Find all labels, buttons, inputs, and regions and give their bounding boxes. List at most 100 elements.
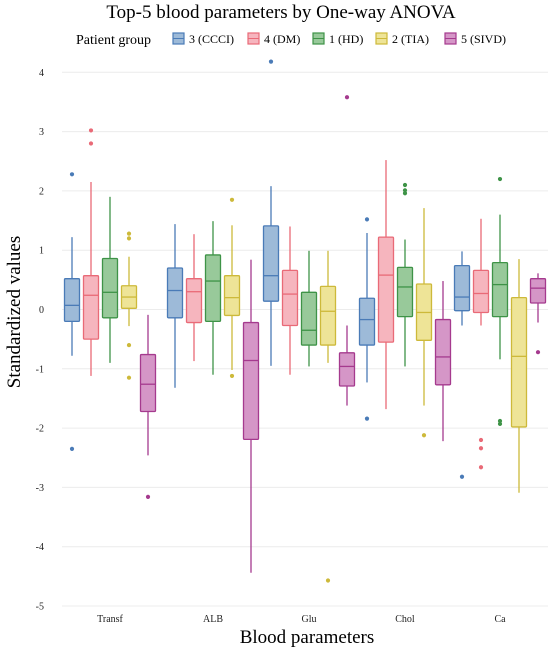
box-groups — [63, 59, 547, 583]
box-3-3 — [415, 208, 433, 438]
box-body — [529, 278, 547, 304]
box-4-1 — [472, 218, 490, 470]
outlier-point — [126, 342, 132, 348]
outlier-point — [145, 494, 151, 499]
outlier-point — [402, 182, 408, 188]
box-body — [472, 269, 490, 314]
chart-title: Top-5 blood parameters by One-way ANOVA — [106, 2, 455, 23]
outlier-point — [364, 416, 370, 421]
legend-label: 4 (DM) — [264, 32, 300, 46]
box-body — [166, 267, 184, 319]
box-4-3 — [510, 259, 528, 493]
outlier-point — [402, 188, 408, 193]
legend-title: Patient group — [76, 33, 151, 48]
box-0-3 — [120, 231, 138, 380]
legend: 3 (CCCI) 4 (DM) 1 (HD) 2 (TIA) 5 (SIVD) — [172, 32, 506, 46]
box-body — [281, 269, 299, 327]
box-body — [300, 291, 318, 346]
box-body — [223, 275, 241, 317]
box-body — [396, 266, 414, 318]
outlier-point — [459, 474, 465, 479]
x-tick-label: Transf — [97, 614, 123, 625]
x-tick-label: ALB — [203, 614, 223, 625]
y-tick-label: -4 — [36, 542, 44, 553]
y-axis-ticks: -5 -4 -3 -2 -1 0 1 2 3 4 — [36, 68, 44, 613]
box-4-2 — [491, 176, 509, 427]
outlier-point — [478, 465, 484, 470]
legend-label: 5 (SIVD) — [461, 32, 506, 46]
box-1-1 — [185, 234, 203, 362]
box-body — [101, 257, 119, 319]
outlier-point — [88, 128, 94, 133]
box-1-4 — [242, 259, 260, 573]
x-axis-ticks: Transf ALB Glu Chol Ca — [97, 614, 506, 625]
outlier-point — [126, 231, 132, 236]
y-axis-title: Standardized values — [4, 236, 25, 388]
legend-label: 3 (CCCI) — [189, 32, 234, 46]
y-tick-label: 4 — [39, 68, 44, 79]
y-tick-label: -5 — [36, 602, 44, 613]
outlier-point — [478, 446, 484, 451]
y-tick-label: 2 — [39, 186, 44, 197]
outlier-point — [478, 437, 484, 443]
box-3-4 — [434, 281, 452, 442]
box-1-2 — [204, 221, 222, 375]
box-body — [377, 236, 395, 343]
box-4-0 — [453, 251, 471, 479]
box-4-4 — [529, 273, 547, 355]
box-body — [338, 352, 356, 387]
outlier-point — [88, 141, 94, 146]
box-1-3 — [223, 197, 241, 379]
box-body — [242, 321, 260, 441]
x-axis-title: Blood parameters — [240, 627, 375, 648]
box-body — [434, 318, 452, 386]
x-tick-label: Glu — [302, 614, 317, 625]
y-tick-label: -3 — [36, 483, 44, 494]
box-0-0 — [63, 172, 81, 451]
x-tick-label: Ca — [494, 614, 506, 625]
box-1-0 — [166, 224, 184, 388]
outlier-point — [126, 236, 132, 241]
outlier-point — [126, 375, 132, 380]
box-body — [82, 275, 100, 340]
y-tick-label: 0 — [39, 305, 44, 316]
box-3-1 — [377, 160, 395, 410]
outlier-point — [229, 197, 235, 202]
box-body — [63, 278, 81, 323]
box-body — [204, 254, 222, 323]
box-3-0 — [358, 217, 376, 421]
box-3-2 — [396, 182, 414, 367]
outlier-point — [268, 59, 274, 64]
outlier-point — [325, 578, 331, 583]
box-2-1 — [281, 226, 299, 375]
outlier-point — [69, 446, 75, 451]
box-2-0 — [262, 59, 280, 366]
box-body — [262, 225, 280, 302]
box-0-2 — [101, 196, 119, 363]
outlier-point — [402, 191, 408, 196]
y-tick-label: 3 — [39, 127, 44, 138]
box-body — [358, 297, 376, 346]
box-body — [319, 285, 337, 346]
legend-label: 2 (TIA) — [392, 32, 429, 46]
y-tick-label: 1 — [39, 246, 44, 257]
y-tick-label: -2 — [36, 424, 44, 435]
legend-label: 1 (HD) — [329, 32, 363, 46]
box-body — [139, 353, 157, 413]
outlier-point — [421, 433, 427, 438]
y-tick-label: -1 — [36, 364, 44, 375]
box-0-4 — [139, 314, 157, 499]
box-body — [510, 296, 528, 428]
box-body — [453, 264, 471, 312]
outlier-point — [497, 421, 503, 427]
box-2-3 — [319, 250, 337, 583]
outlier-point — [497, 418, 503, 424]
box-2-2 — [300, 250, 318, 367]
outlier-point — [535, 350, 541, 355]
outlier-point — [229, 373, 235, 379]
outlier-point — [497, 176, 503, 182]
box-0-1 — [82, 128, 100, 376]
box-body — [491, 262, 509, 318]
box-2-4 — [338, 95, 356, 406]
